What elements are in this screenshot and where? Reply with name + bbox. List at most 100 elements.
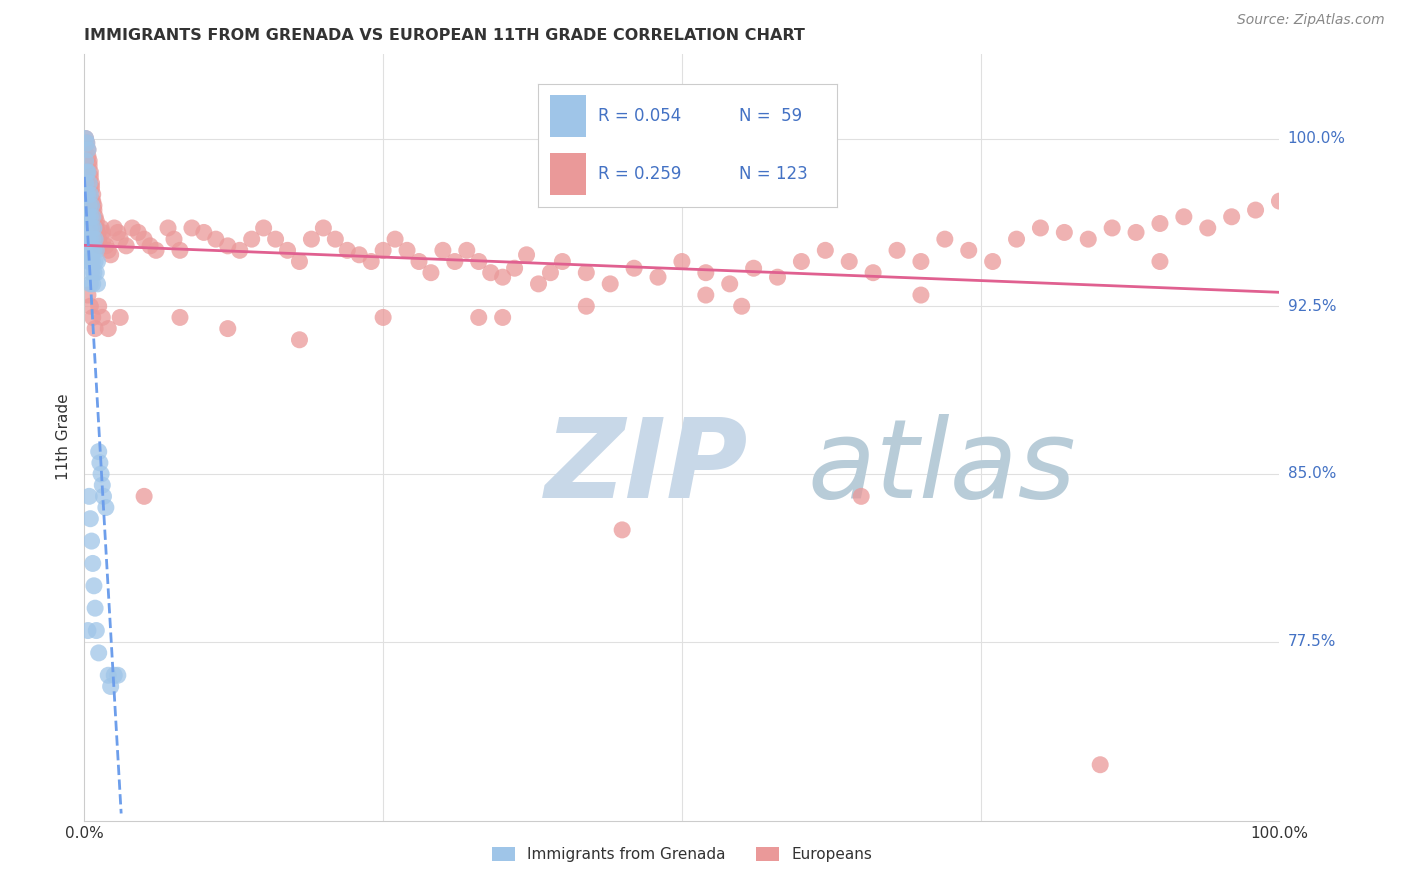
Point [87,646,110,660]
Point [527,277,550,291]
Text: ZIP: ZIP [544,414,748,521]
Point [83,579,105,593]
Point [790,254,813,268]
Point [80,176,103,190]
Point [1244,203,1267,218]
Point [79,165,101,179]
Point [75,131,97,145]
Point [384,232,406,246]
Point [121,221,143,235]
Point [981,254,1004,268]
Point [77,489,100,503]
Point [169,244,191,258]
Point [86,266,108,280]
Point [103,668,125,682]
Point [84,232,107,246]
Point [80,266,103,280]
Point [77,624,100,638]
Point [82,232,104,246]
Point [217,321,239,335]
Point [77,153,100,168]
Point [1077,232,1099,246]
Point [90,221,112,235]
Point [82,210,104,224]
Point [82,194,104,208]
Point [86,244,108,258]
Point [193,226,215,240]
Point [540,266,562,280]
Point [814,244,837,258]
Point [79,187,101,202]
Point [83,221,105,235]
Point [934,232,956,246]
Point [86,624,108,638]
Point [408,254,430,268]
Point [82,310,104,325]
Point [79,254,101,268]
Point [862,266,884,280]
Point [90,467,112,481]
Point [240,232,263,246]
Point [80,221,103,235]
Point [1220,210,1243,224]
Point [77,210,100,224]
Point [87,444,110,458]
Point [253,221,276,235]
Point [910,288,932,302]
Point [957,244,980,258]
Point [77,143,100,157]
Point [373,310,395,325]
Point [1149,254,1171,268]
Text: IMMIGRANTS FROM GRENADA VS EUROPEAN 11TH GRADE CORRELATION CHART: IMMIGRANTS FROM GRENADA VS EUROPEAN 11TH… [84,28,806,43]
Point [718,277,741,291]
Point [468,254,491,268]
Point [79,210,101,224]
Point [349,248,371,262]
Point [277,244,299,258]
Point [145,244,167,258]
Point [77,221,100,235]
Point [110,232,132,246]
Point [86,226,108,240]
Point [83,244,105,258]
Point [75,131,97,145]
Point [115,239,138,253]
Point [86,254,108,268]
Y-axis label: 11th Grade: 11th Grade [56,393,72,481]
Point [516,248,538,262]
Point [77,176,100,190]
Point [456,244,478,258]
Point [1005,232,1028,246]
Point [127,226,149,240]
Point [731,299,754,313]
Point [1173,210,1195,224]
Point [79,169,101,184]
Point [75,153,97,168]
Point [77,198,100,212]
Point [100,680,122,694]
Point [84,321,107,335]
Point [79,299,101,313]
Point [76,210,98,224]
Point [444,254,467,268]
Point [94,500,117,515]
Point [77,165,100,179]
Text: 85.0%: 85.0% [1288,467,1336,482]
Point [83,266,105,280]
Point [110,310,132,325]
Point [910,254,932,268]
Point [336,244,359,258]
Point [301,232,323,246]
Text: atlas: atlas [807,414,1076,521]
Point [97,668,120,682]
Point [551,254,574,268]
Point [647,270,669,285]
Point [1101,221,1123,235]
Point [82,254,104,268]
Text: 100.0%: 100.0% [1288,131,1346,146]
Point [76,187,98,202]
Point [77,232,100,246]
Point [312,221,335,235]
Point [181,221,204,235]
Point [82,187,104,202]
